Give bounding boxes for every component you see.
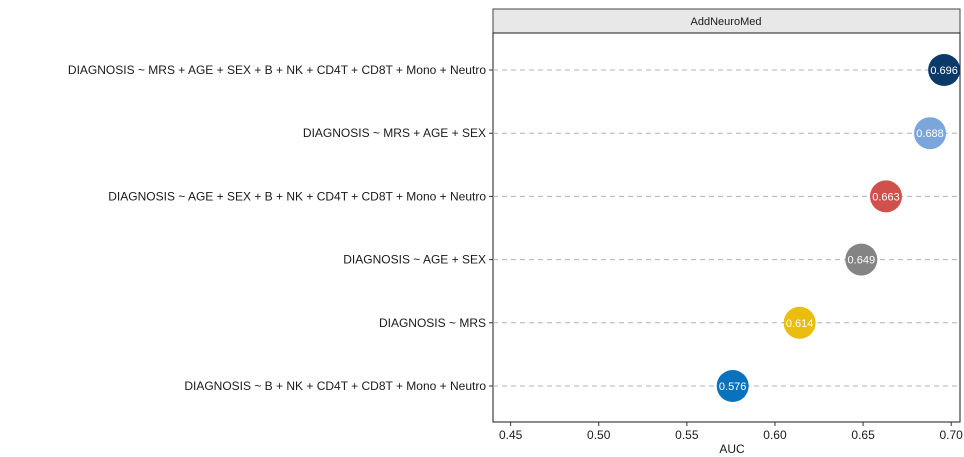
x-tick-label: 0.70 [940,428,964,442]
auc-value-label: 0.663 [872,191,900,203]
auc-value-label: 0.688 [916,128,944,140]
y-tick-label: DIAGNOSIS ~ MRS + AGE + SEX + B + NK + C… [68,63,486,77]
strip-background [492,8,961,34]
x-tick-label: 0.60 [763,428,787,442]
auc-value-label: 0.576 [719,381,747,393]
auc-point [869,180,902,213]
auc-point [845,243,878,276]
grid-lines [493,69,960,387]
auc-point [716,370,749,402]
x-tick-label: 0.65 [851,428,875,442]
y-tick-label: DIAGNOSIS ~ B + NK + CD4T + CD8T + Mono … [184,379,486,393]
data-points: 0.696 0.688 0.663 0.649 0.614 0.576 [716,54,961,402]
y-tick-label: DIAGNOSIS ~ AGE + SEX + B + NK + CD4T + … [108,189,486,203]
x-axis: 0.45 0.50 0.55 0.60 0.65 0.70 [499,422,963,442]
y-tick-label: DIAGNOSIS ~ MRS [379,316,486,330]
x-tick-label: 0.45 [499,428,523,442]
auc-point [914,117,947,150]
y-axis-labels: DIAGNOSIS ~ MRS + AGE + SEX + B + NK + C… [68,63,493,393]
auc-point [928,54,961,86]
y-tick-label: DIAGNOSIS ~ MRS + AGE + SEX [303,126,486,140]
auc-value-label: 0.649 [848,255,876,267]
plot-panel [492,32,961,423]
x-tick-label: 0.55 [675,428,699,442]
x-axis-title: AUC [719,442,745,456]
x-tick-label: 0.50 [587,428,611,442]
auc-point [783,306,816,339]
panel-title: AddNeuroMed [691,16,762,28]
auc-value-label: 0.614 [786,318,814,330]
auc-value-label: 0.696 [930,65,958,77]
y-tick-label: DIAGNOSIS ~ AGE + SEX [343,253,486,267]
